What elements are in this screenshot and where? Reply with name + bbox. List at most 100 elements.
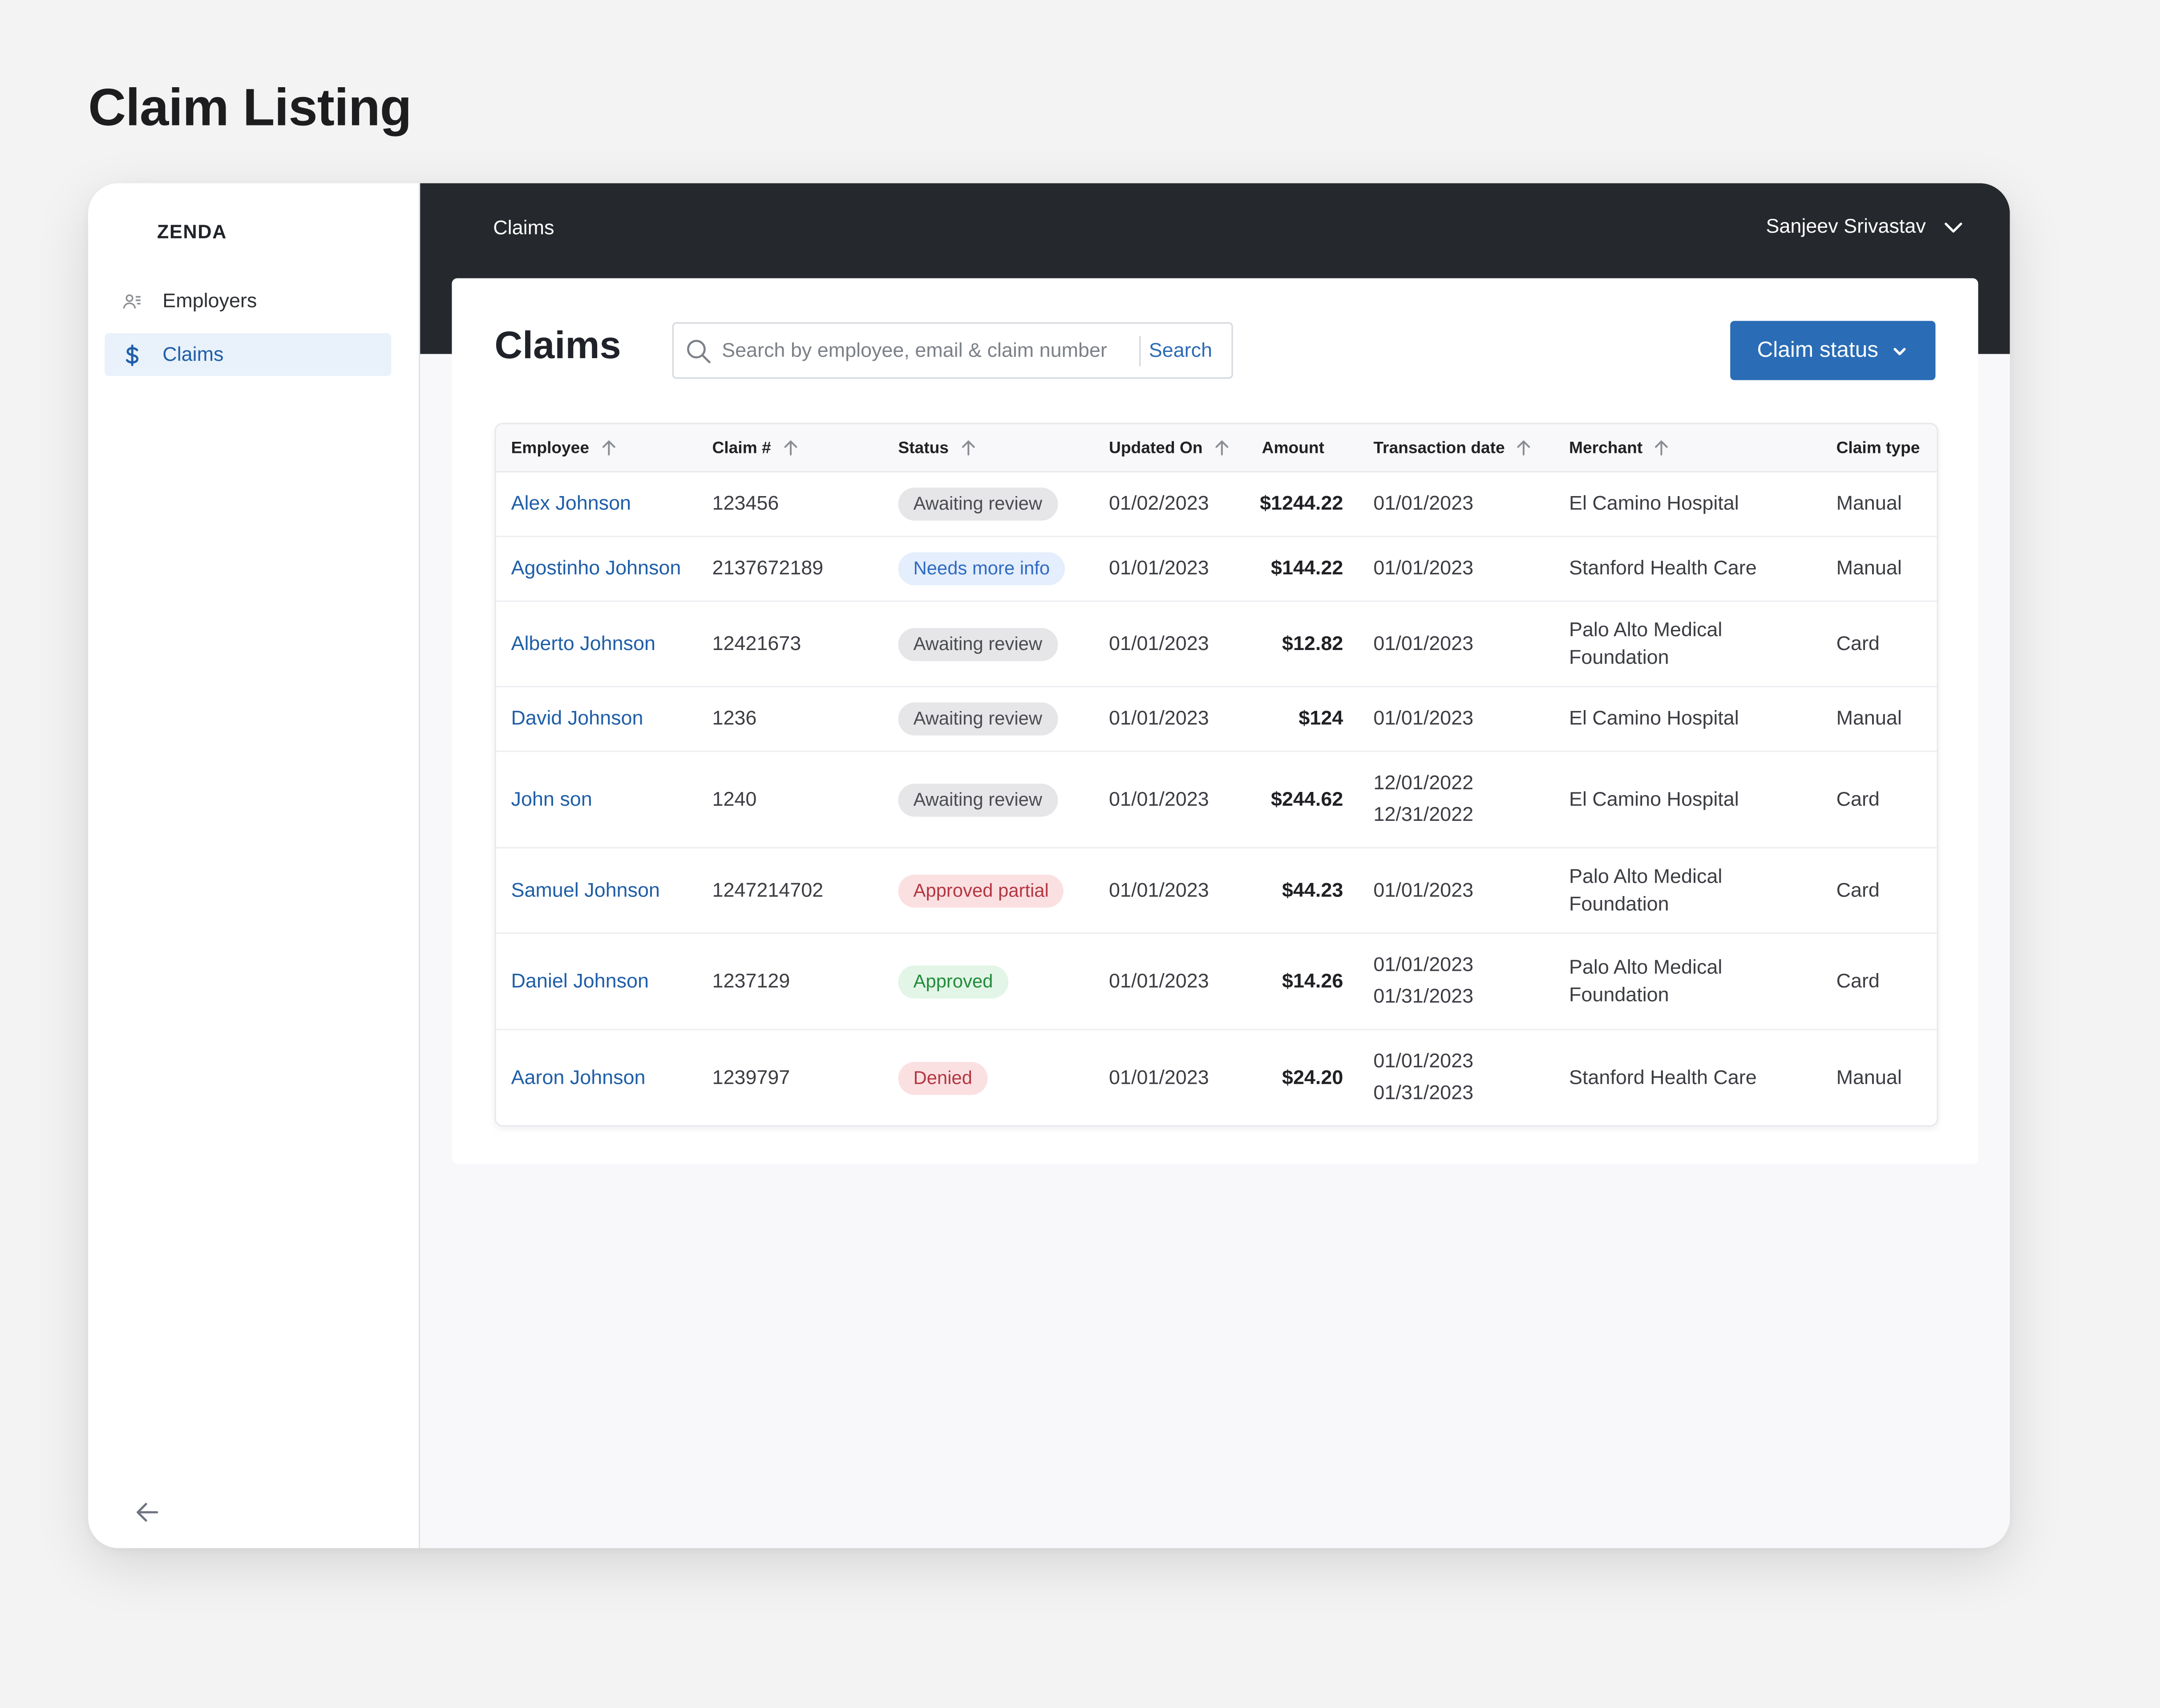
employee-link[interactable]: David Johnson — [511, 708, 643, 730]
sidebar-item-claims[interactable]: Claims — [105, 333, 392, 376]
column-label: Transaction date — [1373, 438, 1505, 457]
sort-arrow-icon[interactable] — [1516, 440, 1532, 456]
merchant: Palo Alto Medical Foundation — [1569, 956, 1723, 1006]
transaction-date: 12/01/2022 12/31/2022 — [1373, 752, 1473, 847]
employee-link[interactable]: Daniel Johnson — [511, 970, 649, 993]
status-badge: Denied — [898, 1061, 987, 1094]
table-row[interactable]: Daniel Johnson 1237129 Approved 01/01/20… — [496, 934, 1937, 1030]
table-row[interactable]: Samuel Johnson 1247214702 Approved parti… — [496, 848, 1937, 934]
column-header-claim[interactable]: Claim # — [712, 424, 798, 471]
sort-arrow-icon[interactable] — [1654, 440, 1670, 456]
status-badge: Awaiting review — [898, 783, 1058, 816]
employee-link[interactable]: Samuel Johnson — [511, 879, 660, 902]
user-menu[interactable]: Sanjeev Srivastav — [1766, 216, 1964, 238]
column-label: Merchant — [1569, 438, 1643, 457]
transaction-date-line: 01/01/2023 — [1373, 633, 1474, 655]
transaction-date: 01/01/2023 — [1373, 687, 1473, 751]
search-input[interactable] — [722, 339, 1135, 362]
amount: $244.62 — [1271, 788, 1343, 811]
sidebar-item-label: Employers — [162, 290, 257, 312]
transaction-date-line: 01/01/2023 — [1373, 493, 1474, 515]
breadcrumb[interactable]: Claims — [493, 218, 554, 240]
claim-number: 12421673 — [712, 633, 801, 655]
search-icon — [687, 339, 711, 363]
column-label: Status — [898, 438, 949, 457]
sidebar: ZENDA Employers Claims — [88, 183, 421, 1548]
merchant: El Camino Hospital — [1569, 493, 1739, 515]
sort-arrow-icon[interactable] — [960, 440, 976, 456]
claim-number: 2137672189 — [712, 557, 824, 580]
claim-type: Manual — [1836, 1066, 1902, 1089]
table-row[interactable]: David Johnson 1236 Awaiting review 01/01… — [496, 687, 1937, 752]
table-row[interactable]: Agostinho Johnson 2137672189 Needs more … — [496, 537, 1937, 602]
sort-arrow-icon[interactable] — [1213, 440, 1230, 456]
column-header-merchant[interactable]: Merchant — [1569, 424, 1670, 471]
status-badge: Approved — [898, 965, 1008, 998]
sidebar-item-employers[interactable]: Employers — [105, 279, 391, 322]
transaction-date-line: 12/31/2022 — [1373, 804, 1474, 827]
updated-on: 01/02/2023 — [1109, 493, 1209, 515]
employee-link[interactable]: Agostinho Johnson — [511, 557, 681, 580]
column-label: Amount — [1262, 438, 1324, 457]
employee-link[interactable]: John son — [511, 788, 592, 811]
transaction-date-line: 01/01/2023 — [1373, 954, 1474, 977]
column-header-amount[interactable]: Amount — [1262, 424, 1324, 471]
claim-number: 1239797 — [712, 1066, 790, 1089]
arrow-left-icon — [137, 1503, 158, 1522]
app-window: ZENDA Employers Claims — [88, 183, 2010, 1548]
transaction-date-line: 01/01/2023 — [1373, 1051, 1474, 1073]
table-row[interactable]: Alex Johnson 123456 Awaiting review 01/0… — [496, 472, 1937, 537]
claim-number: 1240 — [712, 788, 757, 811]
user-name: Sanjeev Srivastav — [1766, 216, 1926, 238]
claim-type: Manual — [1836, 708, 1902, 730]
transaction-date: 01/01/2023 — [1373, 848, 1473, 933]
amount: $44.23 — [1282, 879, 1343, 902]
column-header-updated-on[interactable]: Updated On — [1109, 424, 1230, 471]
column-header-employee[interactable]: Employee — [511, 424, 617, 471]
employee-link[interactable]: Aaron Johnson — [511, 1066, 646, 1089]
updated-on: 01/01/2023 — [1109, 788, 1209, 811]
claim-status-button[interactable]: Claim status — [1730, 321, 1936, 380]
column-header-transaction-date[interactable]: Transaction date — [1373, 424, 1532, 471]
transaction-date-line: 01/31/2023 — [1373, 1082, 1474, 1105]
column-label: Claim # — [712, 438, 771, 457]
updated-on: 01/01/2023 — [1109, 633, 1209, 655]
status-badge: Awaiting review — [898, 487, 1058, 521]
search-button[interactable]: Search — [1149, 339, 1213, 362]
claims-card: Claims Search Claim status — [452, 278, 1978, 1164]
column-header-claim-type[interactable]: Claim type — [1836, 424, 1920, 471]
updated-on: 01/01/2023 — [1109, 1066, 1209, 1089]
sort-arrow-icon[interactable] — [600, 440, 617, 456]
amount: $24.20 — [1282, 1066, 1343, 1089]
table-row[interactable]: John son 1240 Awaiting review 01/01/2023… — [496, 752, 1937, 848]
claims-table: Employee Claim # Status Updated On — [494, 423, 1938, 1127]
chevron-down-icon — [1893, 347, 1905, 355]
dollar-icon — [121, 343, 143, 366]
table-row[interactable]: Aaron Johnson 1239797 Denied 01/01/2023 … — [496, 1030, 1937, 1126]
merchant: Stanford Health Care — [1569, 557, 1757, 580]
status-badge: Awaiting review — [898, 627, 1058, 661]
column-label: Employee — [511, 438, 590, 457]
employee-link[interactable]: Alberto Johnson — [511, 633, 655, 655]
amount: $12.82 — [1282, 633, 1343, 655]
claim-type: Manual — [1836, 557, 1902, 580]
merchant: El Camino Hospital — [1569, 788, 1739, 811]
employee-link[interactable]: Alex Johnson — [511, 493, 631, 515]
page-title: Claim Listing — [88, 80, 412, 138]
claim-type: Card — [1836, 633, 1880, 655]
collapse-sidebar-button[interactable] — [133, 1498, 161, 1526]
transaction-date-line: 01/01/2023 — [1373, 879, 1474, 902]
divider — [1139, 335, 1141, 366]
transaction-date-line: 01/01/2023 — [1373, 557, 1474, 580]
claim-number: 1237129 — [712, 970, 790, 993]
table-row[interactable]: Alberto Johnson 12421673 Awaiting review… — [496, 602, 1937, 687]
claim-number: 1247214702 — [712, 879, 824, 902]
merchant: El Camino Hospital — [1569, 708, 1739, 730]
users-icon — [121, 290, 143, 312]
sidebar-item-label: Claims — [162, 343, 224, 366]
updated-on: 01/01/2023 — [1109, 557, 1209, 580]
column-header-status[interactable]: Status — [898, 424, 976, 471]
merchant: Palo Alto Medical Foundation — [1569, 865, 1723, 916]
sort-arrow-icon[interactable] — [782, 440, 798, 456]
